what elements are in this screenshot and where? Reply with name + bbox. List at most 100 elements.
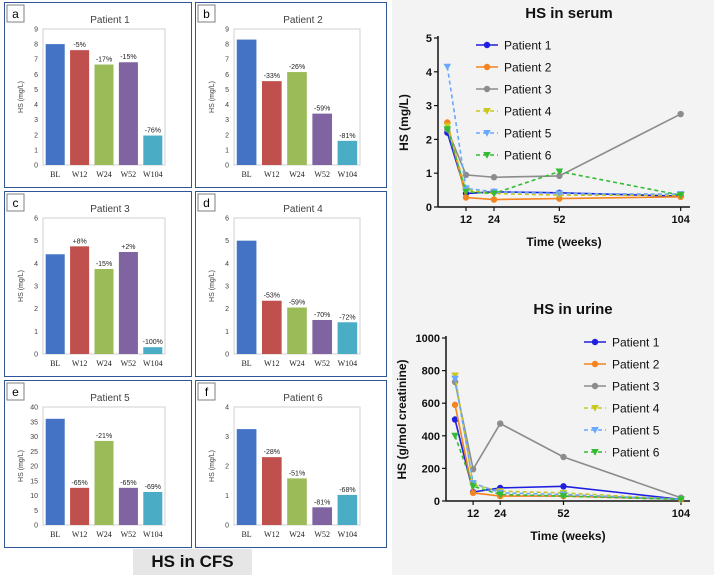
series-line xyxy=(446,132,681,197)
legend-label: Patient 2 xyxy=(504,61,552,75)
data-label: -26% xyxy=(289,64,305,71)
data-point xyxy=(497,420,504,427)
data-point xyxy=(490,190,498,198)
y-tick-label: 7 xyxy=(225,57,229,64)
bar-bl xyxy=(45,44,65,165)
data-label: -72% xyxy=(339,314,355,321)
legend-label: Patient 5 xyxy=(504,127,552,141)
data-point xyxy=(483,85,491,93)
series-line xyxy=(446,122,681,201)
x-tick-label: W12 xyxy=(72,530,88,539)
x-tick-label: W52 xyxy=(121,170,137,179)
x-tick-label: W52 xyxy=(121,530,137,539)
legend-label: Patient 1 xyxy=(612,336,660,350)
y-tick-label: 4 xyxy=(225,261,229,268)
y-tick-label: 5 xyxy=(225,87,229,94)
x-tick-label: W12 xyxy=(72,170,88,179)
x-tick-label: W104 xyxy=(143,530,163,539)
data-label: -70% xyxy=(314,312,330,319)
y-tick-label: 5 xyxy=(34,87,38,94)
legend-entry: Patient 6 xyxy=(584,446,660,460)
series-line xyxy=(446,66,681,195)
panel-patient-1: a Patient 1 0 1 2 3 4 5 6 7 8 9 HS (mg/L) BL -5% W12 -17… xyxy=(4,2,192,188)
x-axis-label: Time (weeks) xyxy=(526,235,601,249)
data-point xyxy=(451,375,459,383)
y-tick-label: 9 xyxy=(34,27,38,34)
x-tick-label: W12 xyxy=(264,530,280,539)
data-label: -53% xyxy=(264,293,280,300)
y-tick-label: 6 xyxy=(34,72,38,79)
bar-w104 xyxy=(337,140,358,165)
data-point xyxy=(483,130,491,137)
y-tick-label: 0 xyxy=(34,352,38,359)
y-tick-label: 4 xyxy=(34,261,38,268)
y-axis-label: HS (g/mol creatinine) xyxy=(395,359,409,479)
y-tick-label: 4 xyxy=(34,102,38,109)
x-tick-label: 12 xyxy=(467,508,479,520)
data-point xyxy=(451,401,459,409)
data-point xyxy=(462,188,470,196)
data-label: -65% xyxy=(120,480,136,487)
panel-letter: e xyxy=(12,385,19,399)
x-tick-label: W104 xyxy=(338,170,358,179)
y-tick-label: 4 xyxy=(426,67,433,79)
bar-w52 xyxy=(118,487,138,525)
y-tick-label: 2 xyxy=(34,306,38,313)
legend-label: Patient 6 xyxy=(612,446,660,460)
chart-title: Patient 6 xyxy=(283,393,323,404)
x-tick-label: W52 xyxy=(121,359,137,368)
legend-label: Patient 6 xyxy=(504,149,552,163)
bar-w12 xyxy=(70,487,90,525)
legend-label: Patient 2 xyxy=(612,358,660,372)
data-label: -81% xyxy=(339,133,355,140)
x-tick-label: W104 xyxy=(338,359,358,368)
bar-bl xyxy=(236,39,257,166)
panel-patient-5: e Patient 5 0 5 10 15 20 25 30 35 40 HS (mg/L) BL -65… xyxy=(4,380,192,548)
x-tick-label: W104 xyxy=(338,530,358,539)
data-point xyxy=(483,152,491,159)
data-label: +8% xyxy=(72,238,86,245)
panel-letter: f xyxy=(205,385,209,399)
data-label: -65% xyxy=(71,480,87,487)
chart-title: HS in urine xyxy=(533,301,612,318)
cfs-caption: HS in CFS xyxy=(133,549,252,575)
data-label: -28% xyxy=(264,449,280,456)
bar-w12 xyxy=(70,50,90,165)
x-tick-label: W52 xyxy=(314,530,330,539)
x-tick-label: BL xyxy=(50,359,60,368)
y-tick-label: 200 xyxy=(422,463,440,475)
y-tick-label: 2 xyxy=(225,306,229,313)
y-tick-label: 5 xyxy=(426,33,432,45)
data-point xyxy=(560,483,567,490)
data-label: +2% xyxy=(121,244,135,251)
legend-label: Patient 3 xyxy=(504,83,552,97)
bar-w52 xyxy=(118,252,138,354)
y-tick-label: 8 xyxy=(34,42,38,49)
y-tick-label: 3 xyxy=(34,117,38,124)
y-tick-label: 1 xyxy=(225,147,229,154)
y-tick-label: 6 xyxy=(225,216,229,223)
y-tick-label: 4 xyxy=(225,102,229,109)
data-point xyxy=(451,432,459,440)
series-patient-6 xyxy=(451,432,685,504)
bar-w12 xyxy=(261,81,282,165)
chart-title: Patient 2 xyxy=(283,15,323,26)
bar-w104 xyxy=(337,322,358,354)
bar-w12 xyxy=(261,457,282,525)
bar-chart-patient-1: a Patient 1 0 1 2 3 4 5 6 7 8 9 HS (mg/L) BL -5% W12 -17… xyxy=(6,4,166,179)
data-point xyxy=(591,338,599,346)
data-point xyxy=(591,449,599,456)
data-point xyxy=(483,63,491,71)
x-tick-label: W12 xyxy=(264,359,280,368)
chart-title: HS in serum xyxy=(525,5,613,22)
data-point xyxy=(556,172,563,180)
data-point xyxy=(483,41,491,49)
data-point xyxy=(559,493,568,500)
legend-entry: Patient 4 xyxy=(476,105,552,119)
bar-w104 xyxy=(143,135,163,165)
y-tick-label: 2 xyxy=(225,132,229,139)
x-tick-label: 24 xyxy=(488,214,501,226)
series-line xyxy=(446,125,681,196)
panel-patient-3: c Patient 3 0 1 2 3 4 5 6 HS (mg/L) BL +8% W12 -15% W2… xyxy=(4,191,192,377)
series-patient-2 xyxy=(444,119,684,203)
